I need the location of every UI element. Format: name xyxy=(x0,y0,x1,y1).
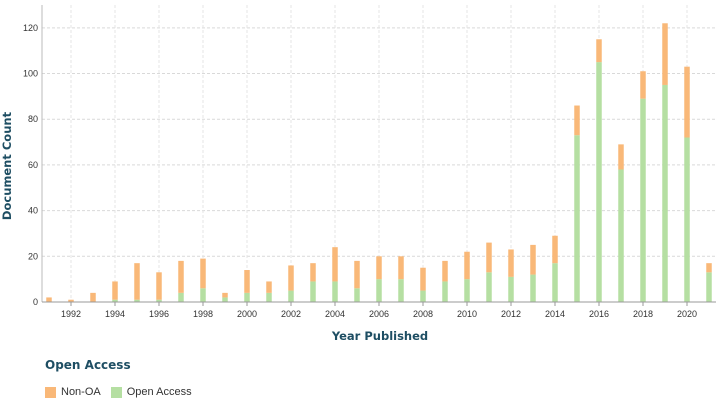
y-tick-label-60: 60 xyxy=(28,160,38,170)
bar-open-access-2017[interactable] xyxy=(618,169,624,302)
x-tick-label-2004: 2004 xyxy=(325,309,345,319)
bar-non-oa-2015[interactable] xyxy=(574,105,580,136)
bar-open-access-1994[interactable] xyxy=(112,299,118,302)
bar-open-access-2015[interactable] xyxy=(574,135,580,302)
legend-label-non-oa: Non-OA xyxy=(61,386,101,398)
bar-non-oa-2007[interactable] xyxy=(398,256,404,280)
legend: Non-OA Open Access xyxy=(45,386,202,398)
bar-open-access-2002[interactable] xyxy=(288,290,294,302)
legend-swatch-non-oa xyxy=(45,386,56,398)
bar-open-access-1997[interactable] xyxy=(178,292,184,302)
bar-non-oa-2003[interactable] xyxy=(310,263,316,282)
bar-open-access-2016[interactable] xyxy=(596,62,602,302)
bar-non-oa-1997[interactable] xyxy=(178,260,184,293)
bar-non-oa-2016[interactable] xyxy=(596,39,602,63)
bar-non-oa-2020[interactable] xyxy=(684,66,690,138)
bar-open-access-2004[interactable] xyxy=(332,281,338,302)
bar-non-oa-2012[interactable] xyxy=(508,249,514,277)
bar-non-oa-2005[interactable] xyxy=(354,260,360,289)
x-tick-label-1994: 1994 xyxy=(105,309,125,319)
bar-non-oa-2021[interactable] xyxy=(706,263,712,273)
bar-non-oa-2006[interactable] xyxy=(376,256,382,280)
bar-open-access-2019[interactable] xyxy=(662,84,668,302)
bar-non-oa-2002[interactable] xyxy=(288,265,294,291)
y-tick-label-0: 0 xyxy=(33,297,38,307)
bar-open-access-2005[interactable] xyxy=(354,288,360,302)
x-tick-label-1996: 1996 xyxy=(149,309,169,319)
bar-non-oa-1991[interactable] xyxy=(46,297,52,302)
x-tick-label-2012: 2012 xyxy=(501,309,521,319)
x-tick-label-1998: 1998 xyxy=(193,309,213,319)
bar-non-oa-2019[interactable] xyxy=(662,23,668,85)
bar-open-access-2000[interactable] xyxy=(244,292,250,302)
x-tick-label-2006: 2006 xyxy=(369,309,389,319)
bar-non-oa-2014[interactable] xyxy=(552,235,558,264)
bar-non-oa-1999[interactable] xyxy=(222,292,228,298)
legend-label-open-access: Open Access xyxy=(126,386,192,398)
bar-open-access-2018[interactable] xyxy=(640,98,646,303)
bar-non-oa-1994[interactable] xyxy=(112,281,118,300)
bar-open-access-2003[interactable] xyxy=(310,281,316,302)
bar-non-oa-1992[interactable] xyxy=(68,299,74,302)
bar-open-access-2011[interactable] xyxy=(486,272,492,302)
bar-non-oa-1995[interactable] xyxy=(134,263,140,300)
legend-title: Open Access xyxy=(45,358,131,372)
legend-swatch-open-access xyxy=(110,386,122,398)
bar-open-access-2012[interactable] xyxy=(508,276,514,302)
bar-open-access-1998[interactable] xyxy=(200,288,206,302)
bar-open-access-2007[interactable] xyxy=(398,279,404,302)
y-tick-label-80: 80 xyxy=(28,114,38,124)
bar-open-access-1995[interactable] xyxy=(134,299,140,302)
y-tick-label-40: 40 xyxy=(28,206,38,216)
axes: 0 20 40 60 80 100 120 1992 1994 1996 1998 2000 2002 2… xyxy=(23,5,716,319)
bar-non-oa-2001[interactable] xyxy=(266,281,272,293)
bar-non-oa-2011[interactable] xyxy=(486,242,492,273)
bar-open-access-2014[interactable] xyxy=(552,263,558,302)
bar-non-oa-1996[interactable] xyxy=(156,272,162,300)
bar-non-oa-1993[interactable] xyxy=(90,292,96,302)
bar-non-oa-2018[interactable] xyxy=(640,71,646,99)
legend-item-open-access[interactable]: Open Access xyxy=(110,386,192,398)
bar-open-access-2001[interactable] xyxy=(266,292,272,302)
bar-open-access-2013[interactable] xyxy=(530,274,536,302)
x-tick-label-2020: 2020 xyxy=(677,309,697,319)
bar-open-access-2010[interactable] xyxy=(464,279,470,302)
bar-open-access-2006[interactable] xyxy=(376,279,382,302)
x-tick-label-2010: 2010 xyxy=(457,309,477,319)
bar-non-oa-2004[interactable] xyxy=(332,247,338,282)
bar-non-oa-2010[interactable] xyxy=(464,251,470,280)
y-axis-title: Document Count xyxy=(0,111,14,220)
bar-non-oa-2009[interactable] xyxy=(442,260,448,282)
y-tick-label-100: 100 xyxy=(23,69,38,79)
bar-non-oa-1998[interactable] xyxy=(200,258,206,289)
bar-open-access-2009[interactable] xyxy=(442,281,448,302)
bar-non-oa-2013[interactable] xyxy=(530,244,536,275)
bar-open-access-2008[interactable] xyxy=(420,290,426,302)
x-axis-title: Year Published xyxy=(331,329,428,343)
x-tick-label-2018: 2018 xyxy=(633,309,653,319)
bar-open-access-1996[interactable] xyxy=(156,299,162,302)
bar-non-oa-2000[interactable] xyxy=(244,270,250,293)
x-tick-label-2008: 2008 xyxy=(413,309,433,319)
legend-item-non-oa[interactable]: Non-OA xyxy=(45,386,101,398)
x-tick-label-2014: 2014 xyxy=(545,309,565,319)
bar-non-oa-2008[interactable] xyxy=(420,267,426,291)
bar-open-access-2021[interactable] xyxy=(706,272,712,302)
x-tick-label-2016: 2016 xyxy=(589,309,609,319)
x-tick-label-1992: 1992 xyxy=(61,309,81,319)
bar-non-oa-2017[interactable] xyxy=(618,144,624,170)
x-tick-label-2000: 2000 xyxy=(237,309,257,319)
bar-open-access-1999[interactable] xyxy=(222,297,228,302)
x-tick-label-2002: 2002 xyxy=(281,309,301,319)
y-tick-label-20: 20 xyxy=(28,251,38,261)
bar-open-access-2020[interactable] xyxy=(684,137,690,302)
bars xyxy=(46,23,712,303)
y-tick-label-120: 120 xyxy=(23,23,38,33)
